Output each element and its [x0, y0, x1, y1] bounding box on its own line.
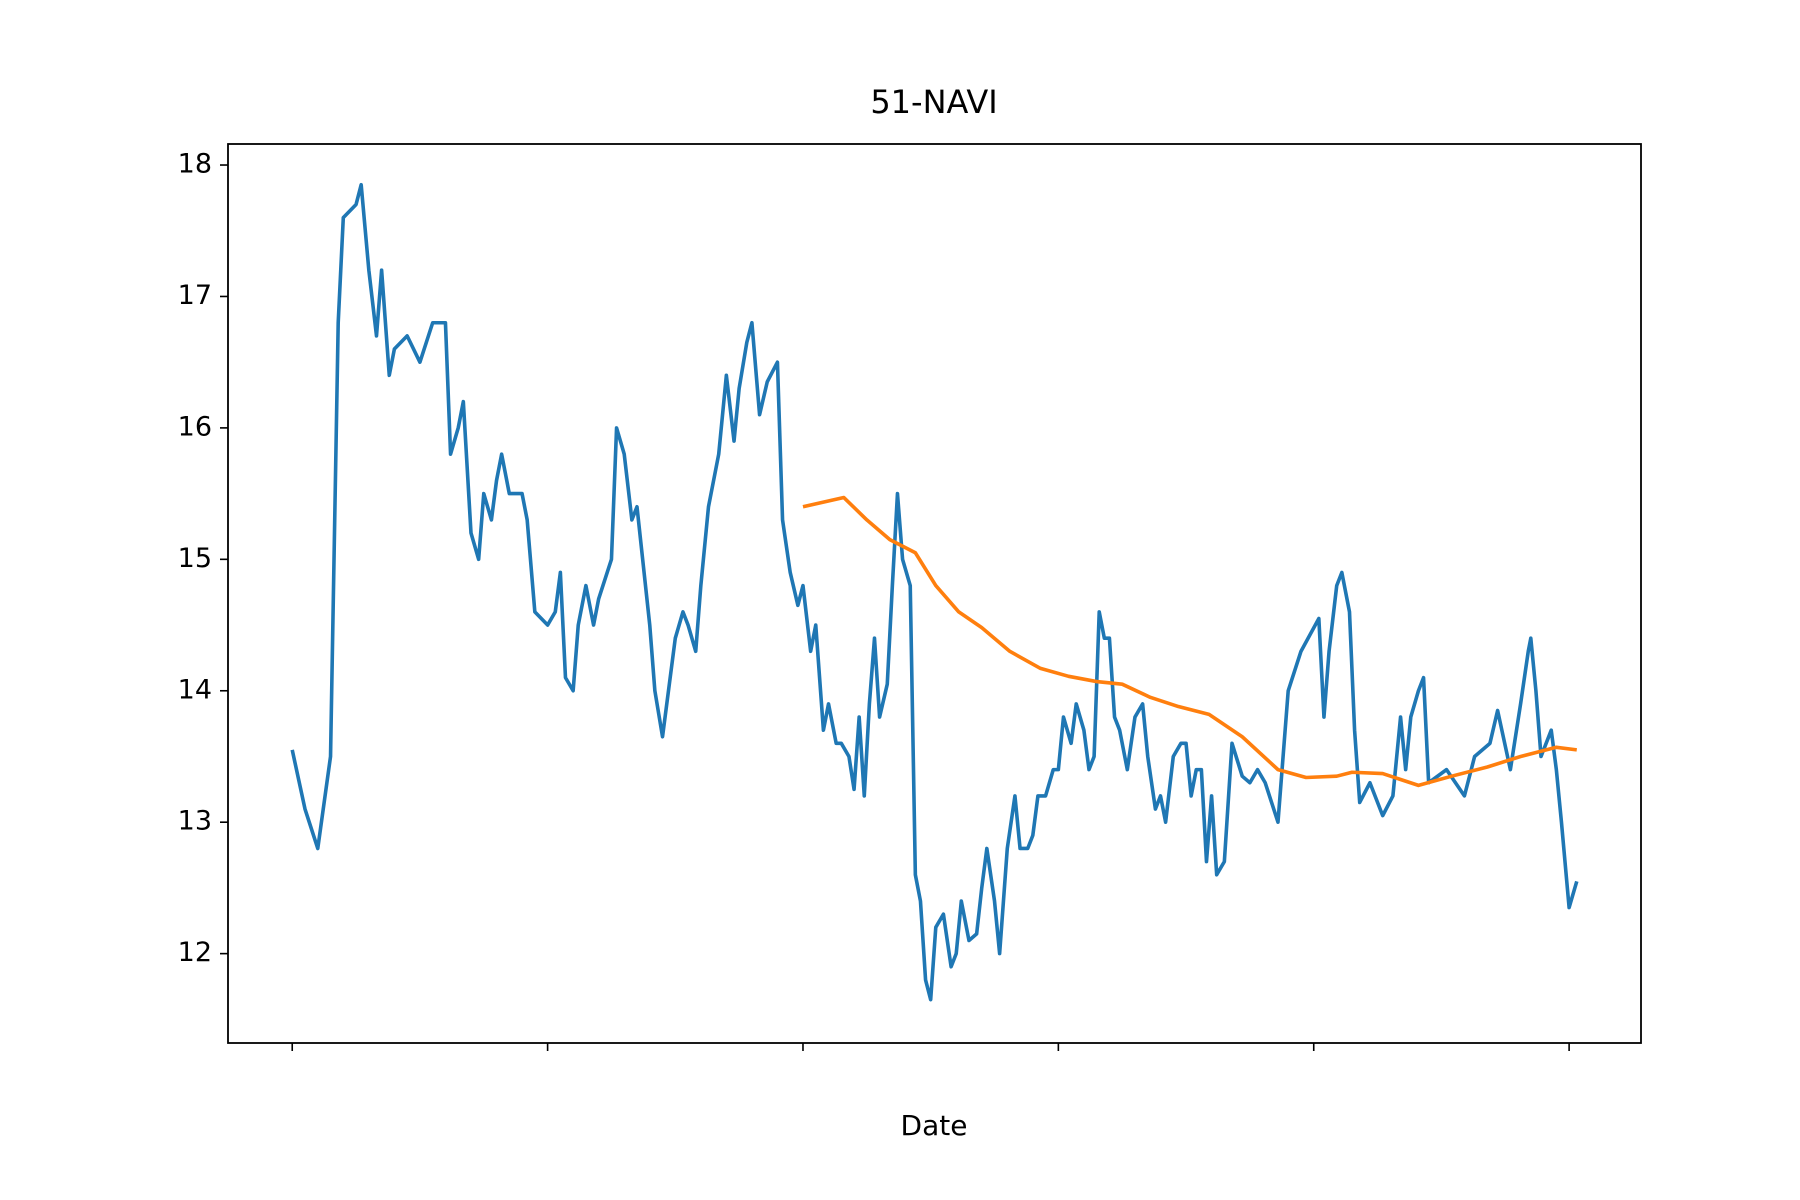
y-tick-label: 14 — [178, 674, 212, 705]
y-tick-label: 12 — [178, 937, 212, 968]
line-series — [802, 495, 1577, 788]
y-tick-label: 15 — [178, 543, 212, 574]
y-tick-label: 17 — [178, 280, 212, 311]
y-tick-label: 18 — [178, 149, 212, 180]
x-axis-label: Date — [901, 1109, 968, 1142]
y-tick-label: 13 — [178, 806, 212, 837]
y-tick-label: 16 — [178, 411, 212, 442]
plot-frame — [227, 143, 1642, 1044]
chart-title: 51-NAVI — [870, 83, 997, 121]
line-series — [290, 182, 1579, 1002]
